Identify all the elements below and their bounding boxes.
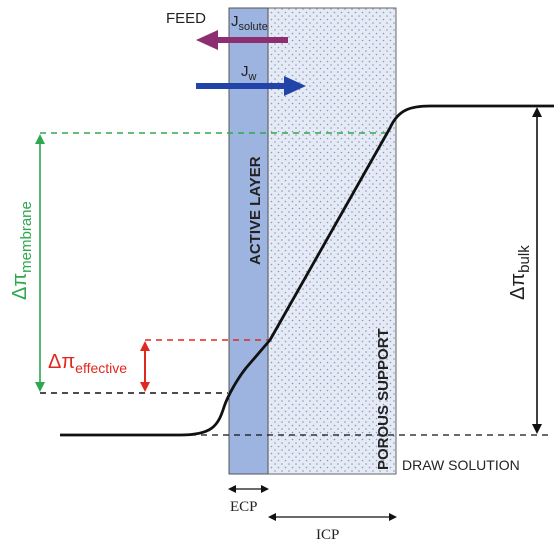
solute-flux-label: Jsolute	[231, 13, 268, 33]
solute-flux-arrow	[196, 30, 288, 50]
membrane-pressure-label: Δπmembrane	[9, 201, 35, 300]
effective-pressure-label: Δπeffective	[48, 351, 127, 376]
ecp-label: ECP	[230, 499, 258, 515]
water-flux-arrow	[196, 76, 306, 96]
draw-solution-label: DRAW SOLUTION	[402, 457, 520, 473]
bulk-pressure-label: Δπbulk	[507, 245, 533, 300]
active-layer-label: ACTIVE LAYER	[247, 156, 264, 265]
feed-label: FEED	[166, 10, 206, 27]
concentration-profile-curve	[60, 104, 554, 437]
icp-label: ICP	[316, 527, 339, 543]
svg-text:Δπmembrane: Δπmembrane	[9, 201, 35, 300]
svg-text:Δπbulk: Δπbulk	[507, 245, 533, 300]
water-flux-label: Jw	[241, 63, 257, 83]
svg-text:ACTIVE LAYER: ACTIVE LAYER	[247, 156, 264, 265]
svg-text:POROUS SUPPORT: POROUS SUPPORT	[375, 328, 392, 470]
porous-support-label: POROUS SUPPORT	[375, 328, 392, 470]
